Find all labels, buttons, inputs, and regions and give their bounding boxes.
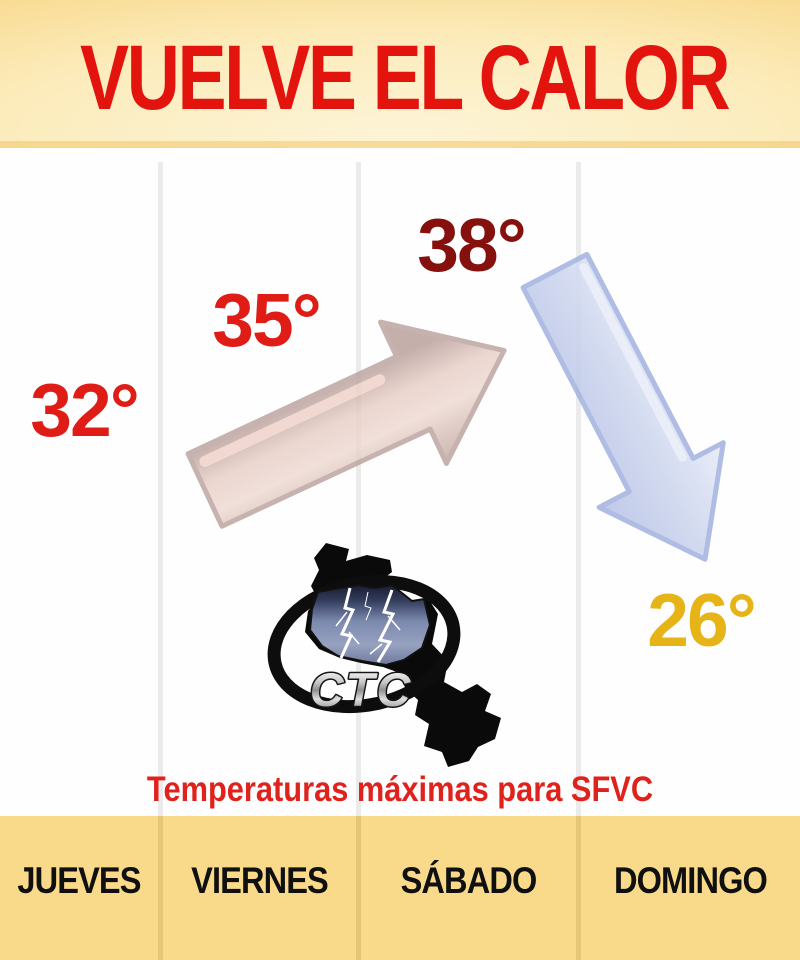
day-band: JUEVES VIERNES SÁBADO DOMINGO <box>0 816 800 960</box>
day-label-sabado: SÁBADO <box>400 860 538 901</box>
day-label-viernes: VIERNES <box>191 860 329 901</box>
temp-viernes: 35° <box>212 278 321 362</box>
temp-sabado: 38° <box>417 203 526 287</box>
column-divider <box>158 816 163 960</box>
day-label-domingo: DOMINGO <box>613 860 768 901</box>
column-divider <box>158 162 163 816</box>
caption-text: Temperaturas máximas para SFVC <box>146 770 654 809</box>
column-divider <box>576 816 581 960</box>
column-divider <box>576 162 581 816</box>
forecast-area <box>0 148 800 816</box>
header-banner: VUELVE EL CALOR <box>0 0 800 148</box>
temp-domingo: 26° <box>647 578 756 662</box>
column-divider <box>356 162 361 816</box>
day-label-jueves: JUEVES <box>17 860 141 901</box>
column-divider <box>356 816 361 960</box>
temp-jueves: 32° <box>30 368 139 452</box>
poster-title: VUELVE EL CALOR <box>80 27 731 129</box>
